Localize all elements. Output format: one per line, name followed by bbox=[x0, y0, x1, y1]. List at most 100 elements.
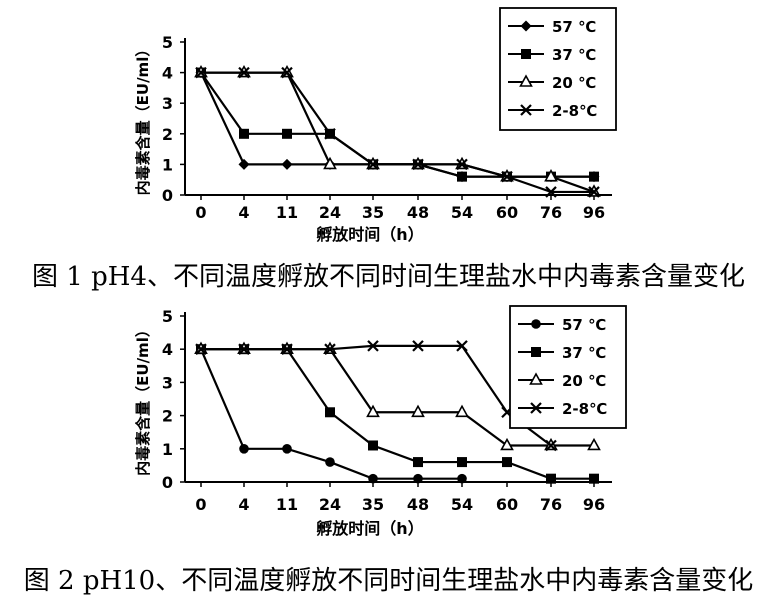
chart-2-legend-marker-2 bbox=[529, 372, 543, 385]
chart-2-x-axis-title: 孵放时间（h） bbox=[316, 519, 423, 538]
chart-1-series-0-point-2 bbox=[281, 158, 293, 170]
chart-1-series-3-point-9-stroke-b bbox=[588, 186, 600, 198]
chart-1-series-3-point-8 bbox=[545, 186, 557, 198]
chart-1-x-tick-label-6: 54 bbox=[451, 203, 473, 222]
chart-1-series-0-point-1 bbox=[238, 158, 250, 170]
chart-2-series-3-point-5-stroke-b bbox=[412, 340, 424, 352]
chart-2-series-3 bbox=[195, 340, 557, 452]
chart-2-y-tick-label-5: 5 bbox=[162, 307, 173, 326]
chart-2-y-tick-label-0: 0 bbox=[162, 473, 173, 492]
chart-1-legend-label-3: 2-8℃ bbox=[552, 102, 597, 120]
chart-2-legend-marker-3 bbox=[530, 402, 542, 414]
chart-1-series-3 bbox=[195, 66, 600, 198]
chart-2-x-tick-label-3: 24 bbox=[319, 495, 341, 514]
chart-1-series-3-point-9 bbox=[588, 186, 600, 198]
chart-2-series-0-point-1 bbox=[239, 444, 249, 454]
chart-2-series-3-point-8-stroke-b bbox=[545, 439, 557, 452]
chart-1-legend-marker-0 bbox=[520, 20, 532, 32]
chart-1-series-3-point-6-stroke-b bbox=[456, 158, 468, 171]
chart-1-x-tick-label-8: 76 bbox=[540, 203, 562, 222]
chart-2-svg: 0 1 2 3 4 5 0 4 11 24 35 48 54 60 76 96 孵放时间（h） 内毒素含量（EU/… bbox=[134, 305, 627, 538]
chart-1-legend: 57 ℃ 37 ℃ 20 ℃ 2-8℃ bbox=[499, 7, 617, 131]
chart-2-series-3-point-2 bbox=[281, 343, 293, 355]
chart-2-x-tick-label-7: 60 bbox=[496, 495, 518, 514]
chart-2-x-tick-label-9: 96 bbox=[583, 495, 605, 514]
chart-1-x-tick-label-7: 60 bbox=[496, 203, 518, 222]
chart-2-series-3-point-5 bbox=[412, 340, 424, 352]
chart-2-x-tick-label-2: 11 bbox=[276, 495, 298, 514]
chart-1-x-tick-label-1: 4 bbox=[238, 203, 249, 222]
chart-2-legend-marker-1 bbox=[531, 347, 541, 357]
chart-2-series-0-point-2 bbox=[282, 444, 292, 454]
chart-1-x-tick-label-0: 0 bbox=[195, 203, 206, 222]
chart-1-y-tick-label-5: 5 bbox=[162, 33, 173, 52]
chart-2-series-0-point-6 bbox=[457, 473, 467, 484]
chart-1-x-tick-label-2: 11 bbox=[276, 203, 298, 222]
chart-2-x-tick-label-5: 48 bbox=[407, 495, 429, 514]
chart-1-series-1-point-1 bbox=[239, 128, 249, 139]
chart-2-series-3-point-8 bbox=[545, 439, 557, 452]
chart-2-series-1-point-3 bbox=[325, 407, 335, 418]
chart-2-series-3-point-4 bbox=[367, 340, 379, 352]
chart-1-legend-marker-1 bbox=[521, 49, 531, 59]
chart-2-y-axis-title: 内毒素含量（EU/ml） bbox=[134, 322, 152, 476]
chart-2-series-1-point-8 bbox=[546, 473, 556, 484]
chart-1: 0 1 2 3 4 5 0 4 11 24 35 48 54 60 76 96 孵放时间（h） 内毒素含量（EU/… bbox=[0, 0, 777, 245]
chart-1-series-3-point-0-stroke-b bbox=[195, 66, 207, 79]
chart-1-series-3-point-7 bbox=[501, 170, 513, 183]
chart-1-caption: 图 1 pH4、不同温度孵放不同时间生理盐水中内毒素含量变化 bbox=[32, 262, 745, 292]
chart-2-series-1-point-6 bbox=[457, 457, 467, 468]
chart-2-series-3-point-3-stroke-b bbox=[324, 343, 336, 355]
chart-1-svg: 0 1 2 3 4 5 0 4 11 24 35 48 54 60 76 96 孵放时间（h） 内毒素含量（EU/… bbox=[134, 7, 617, 244]
chart-1-series-3-line-0 bbox=[201, 71, 594, 194]
chart-2: 0 1 2 3 4 5 0 4 11 24 35 48 54 60 76 96 孵放时间（h） 内毒素含量（EU/… bbox=[0, 300, 777, 545]
chart-2-legend-label-1: 37 ℃ bbox=[562, 344, 606, 362]
chart-1-series-3-point-6 bbox=[456, 158, 468, 171]
chart-2-x-tick-label-4: 35 bbox=[362, 495, 384, 514]
chart-2-series-0-point-5 bbox=[413, 473, 423, 484]
chart-1-series-3-point-5-stroke-b bbox=[412, 158, 424, 171]
chart-2-series-3-point-1-stroke-b bbox=[238, 343, 250, 355]
chart-1-series-3-point-1 bbox=[238, 66, 250, 79]
chart-1-series-3-point-3 bbox=[324, 128, 336, 140]
chart-1-series-3-point-0 bbox=[195, 66, 207, 79]
chart-2-series-3-point-0-stroke-b bbox=[195, 343, 207, 355]
chart-2-x-tick-label-6: 54 bbox=[451, 495, 473, 514]
chart-1-series-3-point-8-stroke-b bbox=[545, 186, 557, 198]
chart-2-series-0-point-4 bbox=[368, 473, 378, 484]
chart-2-caption: 图 2 pH10、不同温度孵放不同时间生理盐水中内毒素含量变化 bbox=[23, 566, 754, 596]
chart-2-series-0-point-3 bbox=[325, 457, 335, 467]
chart-1-x-tick-label-3: 24 bbox=[319, 203, 341, 222]
chart-2-series-1-point-7 bbox=[502, 457, 512, 468]
chart-1-series-3-point-5 bbox=[412, 158, 424, 171]
chart-1-series-2-point-3 bbox=[323, 156, 337, 170]
chart-2-series-3-line-0 bbox=[201, 344, 552, 447]
chart-2-series-3-point-6 bbox=[456, 340, 468, 352]
chart-1-x-tick-label-4: 35 bbox=[362, 203, 384, 222]
chart-2-x-tick-label-0: 0 bbox=[195, 495, 206, 514]
chart-1-series-2-point-8 bbox=[544, 168, 558, 182]
chart-2-series-1-point-5 bbox=[413, 457, 423, 468]
chart-1-x-axis-title: 孵放时间（h） bbox=[316, 225, 423, 244]
chart-2-series-2-point-6 bbox=[455, 404, 469, 418]
chart-1-legend-label-0: 57 ℃ bbox=[552, 18, 596, 36]
chart-1-y-tick-label-1: 1 bbox=[162, 155, 173, 174]
chart-1-series-3-point-7-stroke-b bbox=[501, 170, 513, 183]
chart-1-series-3-point-4 bbox=[367, 158, 379, 171]
chart-1-legend-label-2: 20 ℃ bbox=[552, 74, 596, 92]
chart-2-y-tick-label-3: 3 bbox=[162, 373, 173, 392]
chart-2-legend-marker-0 bbox=[531, 319, 541, 329]
chart-2-legend-label-0: 57 ℃ bbox=[562, 316, 606, 334]
chart-2-series-3-point-4-stroke-b bbox=[367, 340, 379, 352]
chart-1-legend-marker-2 bbox=[519, 74, 533, 87]
chart-1-series-1-point-6 bbox=[457, 171, 467, 182]
chart-1-y-tick-label-3: 3 bbox=[162, 94, 173, 113]
chart-2-legend-marker-3-stroke-b bbox=[530, 402, 542, 414]
chart-1-y-axis-title: 内毒素含量（EU/ml） bbox=[134, 42, 152, 196]
chart-2-series-1-point-4 bbox=[368, 440, 378, 451]
chart-2-x-tick-label-8: 76 bbox=[540, 495, 562, 514]
chart-2-legend-label-2: 20 ℃ bbox=[562, 372, 606, 390]
chart-1-series-1-point-2 bbox=[282, 128, 292, 139]
chart-1-series-3-point-2-stroke-b bbox=[281, 66, 293, 79]
chart-2-legend: 57 ℃ 37 ℃ 20 ℃ 2-8℃ bbox=[509, 305, 627, 429]
